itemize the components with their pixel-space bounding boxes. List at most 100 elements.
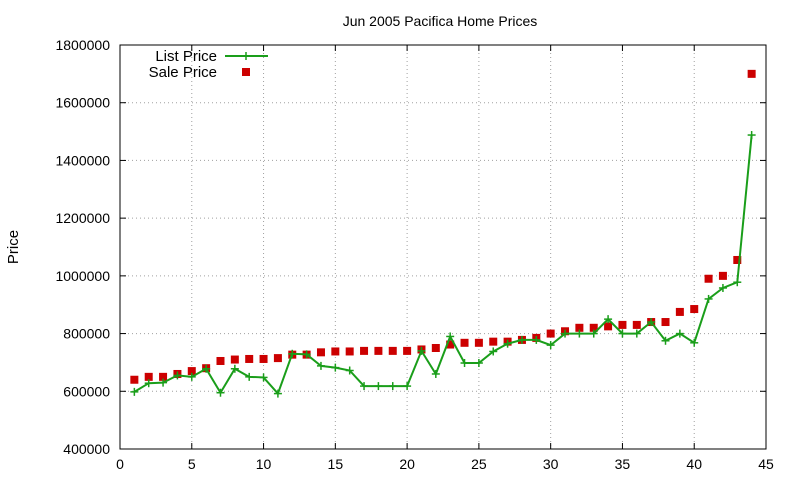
sale-price-point [144, 372, 153, 381]
sale-price-point [245, 354, 254, 363]
list-price-point [647, 318, 656, 327]
sale-price-point [460, 338, 469, 347]
legend-square-marker [242, 68, 250, 76]
list-price-point [446, 332, 455, 341]
sale-price-point [589, 323, 598, 332]
list-price-point [618, 329, 627, 338]
grid [120, 45, 766, 449]
series [130, 69, 756, 398]
legend: List Price Sale Price [149, 48, 268, 81]
y-axis-tick-labels: 400000 600000 800000 1000000 1200000 1400000 1… [55, 37, 110, 457]
sale-price-point [259, 354, 268, 363]
sale-price-point [187, 367, 196, 376]
sale-price-point [331, 347, 340, 356]
sale-price-point [388, 346, 397, 355]
sale-price-point [345, 347, 354, 356]
sale-price-point [130, 375, 139, 384]
x-tick-label: 5 [188, 456, 196, 472]
list-price-point [517, 335, 526, 344]
list-price-point [532, 335, 541, 344]
list-price-point [575, 329, 584, 338]
legend-marker-list-price [242, 52, 250, 60]
legend-plus-marker [242, 52, 250, 60]
list-price-point [503, 339, 512, 348]
list-price-point [273, 389, 282, 398]
axis-ticks [119, 44, 767, 450]
y-tick-label: 800000 [63, 326, 110, 342]
list-price-point [747, 131, 756, 140]
series-list-price [130, 131, 756, 398]
sale-price-point [747, 69, 756, 78]
x-tick-label: 45 [758, 456, 774, 472]
list-price-point [245, 372, 254, 381]
list-price-point [704, 294, 713, 303]
list-price-point [316, 361, 325, 370]
y-tick-label: 400000 [63, 441, 110, 457]
list-price-point [187, 372, 196, 381]
legend-label-sale-price: Sale Price [149, 64, 217, 81]
x-tick-label: 25 [471, 456, 487, 472]
sale-price-point [675, 307, 684, 316]
x-tick-label: 15 [328, 456, 344, 472]
sale-price-point [374, 346, 383, 355]
list-price-point [675, 329, 684, 338]
x-tick-label: 40 [686, 456, 702, 472]
list-price-point [546, 341, 555, 350]
list-price-point [202, 364, 211, 373]
sale-price-point [403, 346, 412, 355]
sale-price-point [604, 322, 613, 331]
list-price-point [374, 382, 383, 391]
sale-price-point [474, 338, 483, 347]
list-price-point [632, 329, 641, 338]
sale-price-point [159, 372, 168, 381]
sale-price-point [360, 346, 369, 355]
list-price-point [561, 329, 570, 338]
y-tick-label: 600000 [63, 383, 110, 399]
list-price-point [360, 382, 369, 391]
sale-price-point [632, 320, 641, 329]
y-tick-label: 1800000 [55, 37, 110, 53]
list-price-point [733, 278, 742, 287]
sale-price-point [316, 348, 325, 357]
plot-area-border [119, 44, 767, 450]
legend-marker-sale-price [242, 68, 250, 76]
list-price-point [460, 359, 469, 368]
list-price-point [216, 388, 225, 397]
list-price-point [589, 329, 598, 338]
list-price-point [489, 347, 498, 356]
x-axis-tick-labels: 0 5 10 15 20 25 30 35 40 45 [116, 456, 774, 472]
sale-price-point [618, 320, 627, 329]
list-price-point [345, 366, 354, 375]
list-price-point [388, 382, 397, 391]
list-price-point [403, 382, 412, 391]
sale-price-point [230, 355, 239, 364]
sale-price-point [733, 255, 742, 264]
list-price-point [130, 387, 139, 396]
x-tick-label: 0 [116, 456, 124, 472]
sale-price-point [489, 337, 498, 346]
list-price-point [159, 378, 168, 387]
list-price-point [230, 364, 239, 373]
list-price-point [173, 371, 182, 380]
x-tick-label: 20 [399, 456, 415, 472]
x-tick-label: 30 [543, 456, 559, 472]
list-price-point [690, 338, 699, 347]
y-tick-label: 1600000 [55, 95, 110, 111]
list-price-point [302, 350, 311, 359]
sale-price-point [273, 354, 282, 363]
legend-label-list-price: List Price [155, 48, 217, 65]
sale-price-point [690, 305, 699, 314]
sale-price-point [446, 340, 455, 349]
y-tick-label: 1400000 [55, 152, 110, 168]
y-tick-label: 1200000 [55, 210, 110, 226]
sale-price-point [704, 274, 713, 283]
y-axis-label: Price [5, 230, 22, 264]
list-price-point [604, 315, 613, 324]
sale-price-point [431, 344, 440, 352]
chart-title: Jun 2005 Pacifica Home Prices [343, 13, 538, 29]
x-tick-label: 10 [256, 456, 272, 472]
sale-price-point [216, 356, 225, 365]
sale-price-point [575, 323, 584, 332]
